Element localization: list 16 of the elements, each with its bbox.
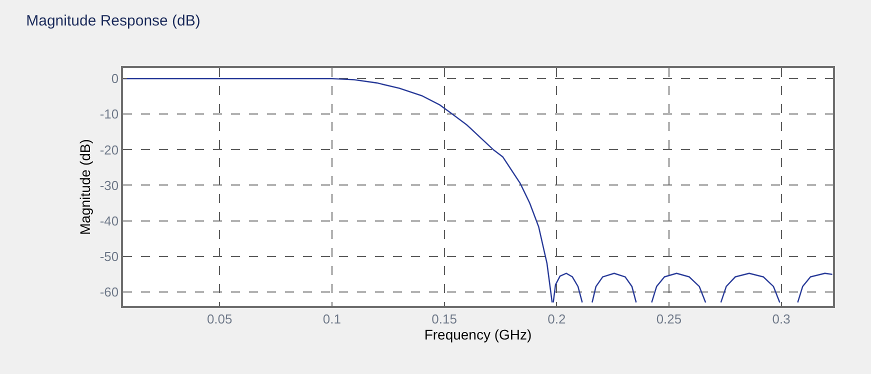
y-tick-label: -30 [100, 178, 119, 193]
y-tick-label: -20 [100, 142, 119, 158]
x-tick-label: 0.3 [772, 311, 790, 326]
x-tick-label: 0.25 [656, 311, 682, 326]
x-tick-label: 0.1 [322, 311, 341, 326]
y-tick-label: -40 [100, 213, 119, 228]
chart-title: Magnitude Response (dB) [26, 12, 200, 30]
x-axis-title: Frequency (GHz) [424, 326, 532, 342]
y-tick-label: -10 [100, 106, 119, 122]
y-tick-label: -60 [100, 284, 119, 300]
y-tick-label: 0 [111, 71, 119, 86]
x-tick-label: 0.05 [206, 311, 232, 326]
y-axis-title: Magnitude (dB) [76, 139, 93, 235]
y-tick-label: -50 [100, 248, 119, 264]
x-tick-label: 0.2 [548, 311, 566, 326]
x-tick-label: 0.15 [432, 311, 457, 326]
